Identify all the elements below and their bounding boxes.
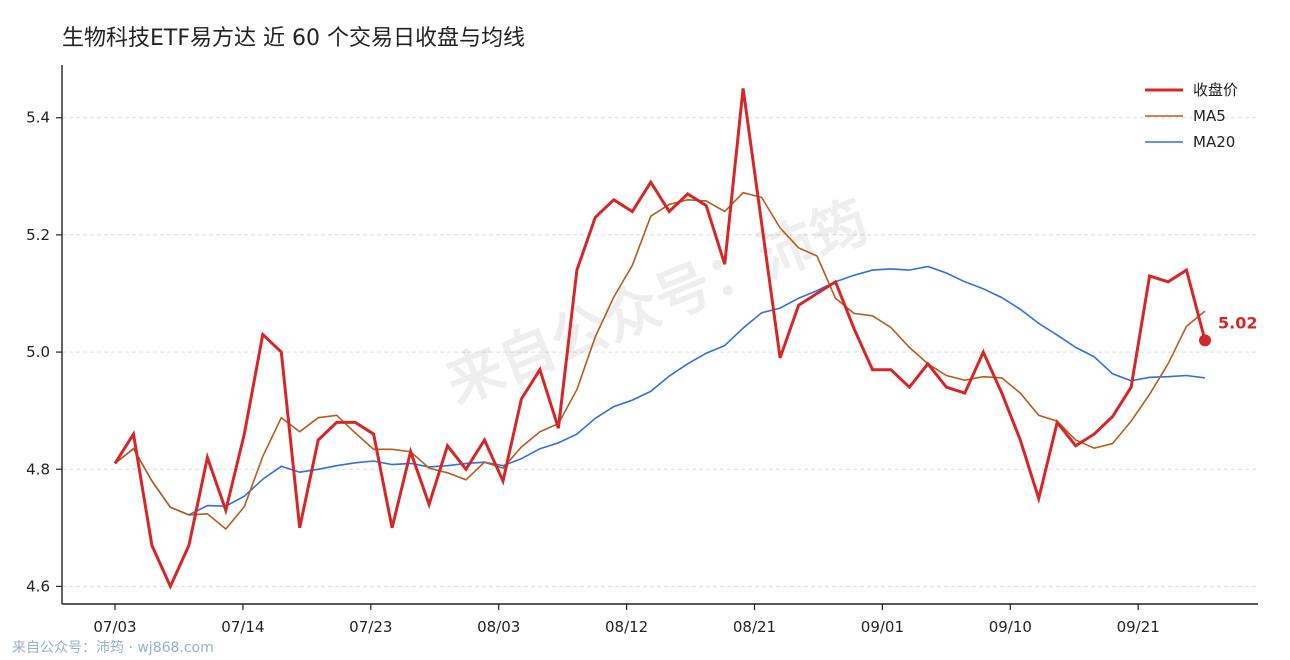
watermark: 来自公众号：沛筠 (438, 189, 878, 417)
legend-label: MA20 (1193, 133, 1235, 151)
x-tick-label: 08/12 (605, 618, 648, 636)
legend-label: 收盘价 (1193, 81, 1238, 99)
x-tick-label: 08/21 (733, 618, 776, 636)
series-line-ma5 (114, 191, 1206, 531)
end-point-marker (1199, 334, 1211, 347)
footer-source: 来自公众号：沛筠 · wj868.com (12, 639, 214, 656)
series-line-close (113, 88, 1207, 591)
series-layer: 5.02 (113, 88, 1257, 591)
x-tick-label: 09/10 (989, 618, 1032, 636)
x-tick-label: 07/23 (349, 618, 392, 636)
x-tick-label: 09/01 (861, 618, 904, 636)
x-tick-label: 08/03 (477, 618, 520, 636)
y-tick-label: 5.0 (26, 343, 50, 361)
end-value-label: 5.02 (1218, 313, 1257, 332)
grid (62, 117, 1258, 587)
y-tick-label: 5.2 (26, 226, 50, 244)
x-tick-label: 07/14 (221, 618, 264, 636)
y-tick-label: 4.8 (26, 460, 50, 478)
legend: 收盘价 MA5 MA20 (1145, 81, 1238, 151)
y-tick-label: 4.6 (26, 577, 50, 595)
series-line-ma20 (114, 265, 1206, 516)
chart-title: 生物科技ETF易方达 近 60 个交易日收盘与均线 (62, 26, 525, 51)
y-tick-label: 5.4 (26, 109, 50, 127)
x-tick-label: 09/21 (1117, 618, 1160, 636)
axes: 4.6 4.8 5.0 5.2 5.4 07/03 07/14 07/23 08/03 08/12… (26, 65, 1258, 636)
x-tick-label: 07/03 (93, 618, 136, 636)
legend-label: MA5 (1193, 107, 1226, 125)
